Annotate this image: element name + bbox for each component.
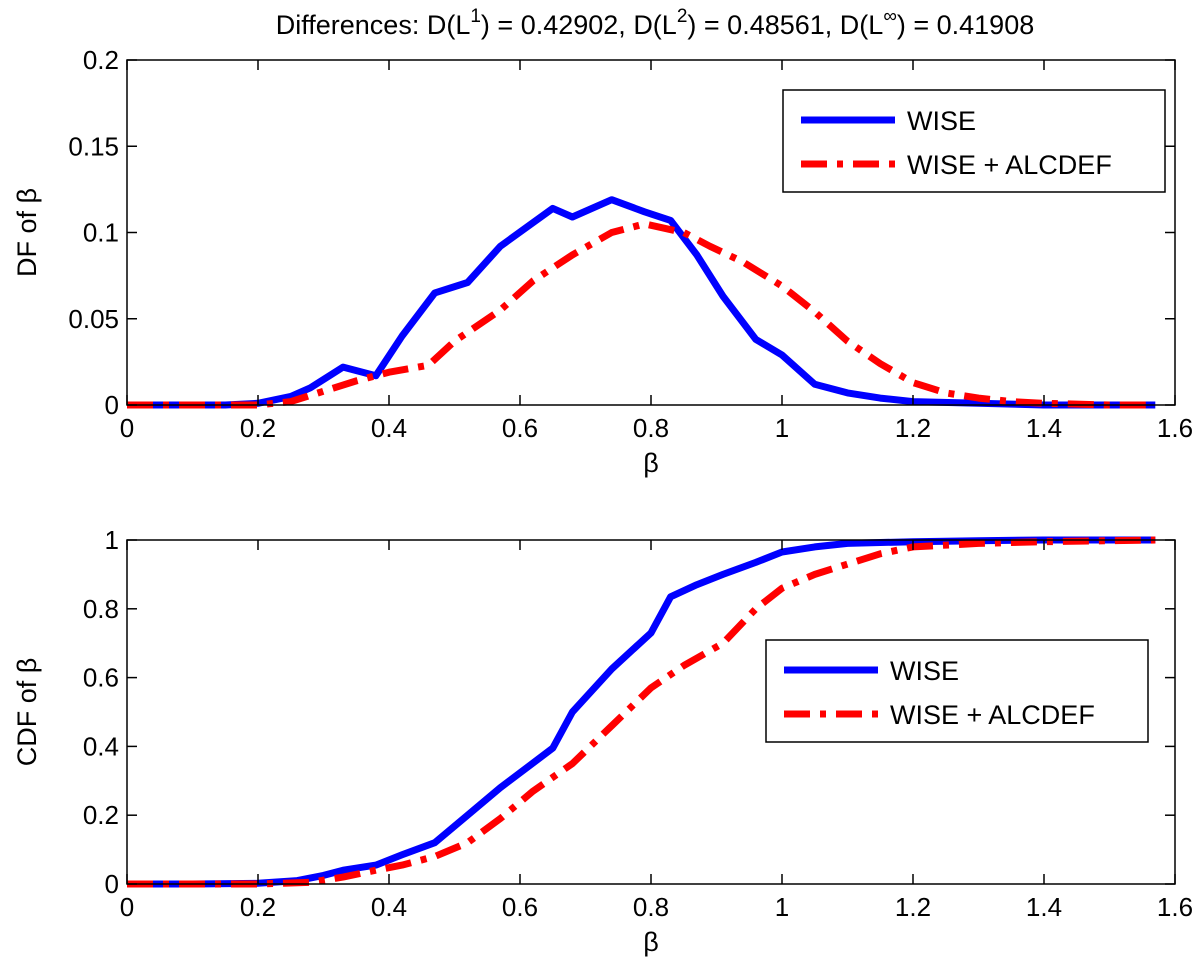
df-ytick-label: 0.1 (83, 218, 119, 248)
df-xtick-label: 0 (120, 413, 134, 443)
df-ytick-label: 0.05 (68, 304, 119, 334)
title-term-superscript: ∞ (883, 6, 897, 27)
df-ytick-label: 0.15 (68, 131, 119, 161)
df-xtick-label: 0.2 (240, 413, 276, 443)
df-xtick-label: 0.6 (502, 413, 538, 443)
df-legend-label: WISE (907, 106, 976, 136)
title-term-superscript: 1 (470, 6, 481, 27)
cdf-xtick-label: 1 (775, 892, 789, 922)
df-xtick-label: 1.2 (895, 413, 931, 443)
cdf-legend-label: WISE (890, 656, 959, 686)
df-xtick-label: 0.8 (633, 413, 669, 443)
cdf-xtick-label: 0.8 (633, 892, 669, 922)
cdf-xtick-label: 0 (120, 892, 134, 922)
title-prefix: Differences: (276, 10, 427, 40)
df-ytick-label: 0.2 (83, 45, 119, 75)
df-line-wise (127, 196, 1156, 409)
cdf-xtick-label: 0.4 (371, 892, 407, 922)
title-term-value: = 0.48561 (696, 10, 824, 40)
df-legend-label: WISE + ALCDEF (907, 150, 1112, 180)
df-series-group (127, 196, 1156, 409)
df-legend: WISE WISE + ALCDEF (782, 89, 1166, 193)
title-term-close: ) (481, 10, 490, 40)
cdf-ytick-label: 0.6 (83, 663, 119, 693)
cdf-xtick-label: 1.4 (1026, 892, 1062, 922)
cdf-legend-label: WISE + ALCDEF (890, 700, 1095, 730)
title-term-value: = 0.42902 (490, 10, 618, 40)
title-term-close: ) (687, 10, 696, 40)
cdf-legend: WISE WISE + ALCDEF (765, 639, 1149, 743)
cdf-xlabel: β (643, 927, 659, 957)
df-xtick-label: 1.6 (1157, 413, 1193, 443)
title-term-superscript: 2 (677, 6, 688, 27)
title-term-value: = 0.41908 (906, 10, 1034, 40)
cdf-legend-box (765, 639, 1149, 743)
cdf-xtick-label: 1.2 (895, 892, 931, 922)
df-legend-box (782, 89, 1166, 193)
df-ytick-label: 0 (105, 390, 119, 420)
cdf-xtick-label: 0.6 (502, 892, 538, 922)
cdf-ytick-label: 0 (105, 869, 119, 899)
figure-title: Differences: D(L1) = 0.42902, D(L2) = 0.… (276, 6, 1034, 40)
cdf-series-group (127, 536, 1156, 888)
df-line-wise-alcdef (127, 220, 1156, 409)
title-term-close: ) (897, 10, 906, 40)
cdf-ylabel: CDF of β (12, 658, 42, 767)
df-panel: 0 0.2 0.4 0.6 0.8 1 1.2 1.4 1.6 0 0.05 0.1 0.15 0.2 β D… (12, 45, 1193, 478)
title-term-label: D(L (633, 10, 677, 40)
df-xlabel: β (643, 448, 659, 478)
cdf-ytick-label: 0.2 (83, 800, 119, 830)
df-xtick-label: 0.4 (371, 413, 407, 443)
cdf-xtick-label: 1.6 (1157, 892, 1193, 922)
cdf-ytick-label: 0.4 (83, 731, 119, 761)
title-term-separator: , (825, 10, 840, 40)
cdf-panel: 0 0.2 0.4 0.6 0.8 1 1.2 1.4 1.6 0 0.2 0.4 0.6 0.8 1 β CD… (12, 525, 1193, 957)
title-term-separator: , (618, 10, 633, 40)
df-xtick-label: 1.4 (1026, 413, 1062, 443)
title-term-label: D(L (427, 10, 471, 40)
df-xtick-label: 1 (775, 413, 789, 443)
cdf-ytick-label: 1 (105, 525, 119, 555)
df-ylabel: DF of β (12, 188, 42, 277)
cdf-xtick-label: 0.2 (240, 892, 276, 922)
cdf-ytick-label: 0.8 (83, 594, 119, 624)
title-term-label: D(L (840, 10, 884, 40)
